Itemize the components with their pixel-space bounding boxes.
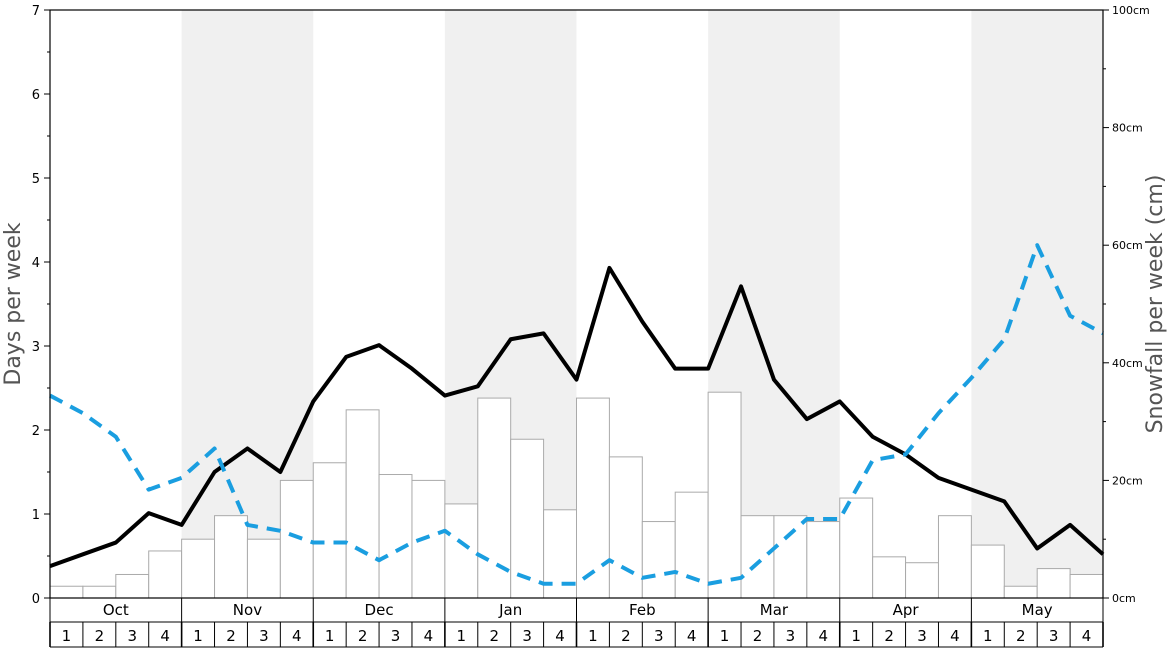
snowfall-bar xyxy=(246,538,281,599)
month-label: Jan xyxy=(498,601,522,619)
week-label: 3 xyxy=(786,627,796,645)
week-label: 1 xyxy=(457,627,467,645)
week-label: 1 xyxy=(588,627,598,645)
month-label: Dec xyxy=(365,601,394,619)
week-label: 4 xyxy=(687,627,697,645)
left-axis-title: Days per week xyxy=(1,222,26,385)
snowfall-bar xyxy=(82,585,117,599)
snowfall-bar xyxy=(312,462,347,599)
snowfall-bar xyxy=(641,521,676,599)
week-label: 4 xyxy=(292,627,302,645)
snowfall-bar xyxy=(214,515,248,599)
week-axis: 1 2 3 4 1 2 3 4 1 2 3 4 1 2 3 4 1 2 3 4 1 2 3 4 1 2 3 4 1 2 3 4 xyxy=(49,622,1104,648)
month-axis: Oct Nov Dec Jan Feb Mar Apr May xyxy=(49,598,1104,623)
snowfall-bar xyxy=(970,544,1005,599)
month-bands xyxy=(181,10,1103,598)
week-label: 2 xyxy=(489,627,499,645)
left-tick-label: 6 xyxy=(32,88,40,103)
week-label: 1 xyxy=(983,627,993,645)
week-label: 3 xyxy=(522,627,532,645)
month-label: Nov xyxy=(233,601,262,619)
snowfall-bar xyxy=(477,397,512,599)
left-tick-label: 3 xyxy=(32,340,40,355)
right-tick-label: 100cm xyxy=(1112,4,1150,17)
snowfall-bar xyxy=(181,538,216,599)
snowfall-bar xyxy=(444,503,479,599)
month-band-may xyxy=(971,10,1103,598)
left-tick-label: 2 xyxy=(32,424,40,439)
snowfall-bar xyxy=(608,456,643,599)
left-axis: 0 1 2 3 4 5 6 7 xyxy=(32,4,50,607)
snowfall-bar xyxy=(378,474,413,599)
month-label: Apr xyxy=(893,601,920,619)
snowfall-bar xyxy=(905,562,939,599)
right-tick-label: 80cm xyxy=(1112,122,1143,135)
week-label: 4 xyxy=(555,627,565,645)
snowfall-bar xyxy=(740,515,775,599)
snowfall-bar xyxy=(115,573,150,599)
month-label: Feb xyxy=(629,601,656,619)
week-label: 4 xyxy=(1082,627,1092,645)
week-label: 1 xyxy=(325,627,335,645)
week-label: 1 xyxy=(193,627,203,645)
week-label: 3 xyxy=(259,627,269,645)
left-tick-label: 4 xyxy=(32,256,40,271)
week-label: 3 xyxy=(127,627,137,645)
week-label: 2 xyxy=(95,627,105,645)
day-lines xyxy=(49,243,1105,586)
snowfall-bar xyxy=(510,438,545,599)
right-tick-label: 20cm xyxy=(1112,474,1143,487)
left-tick-label: 5 xyxy=(32,172,40,187)
left-tick-label: 7 xyxy=(32,4,40,19)
week-label: 1 xyxy=(62,627,72,645)
right-axis: 0cm 20cm 40cm 60cm 80cm 100cm xyxy=(1103,4,1150,605)
week-label: 3 xyxy=(1049,627,1059,645)
snowfall-bar xyxy=(872,556,907,599)
snowfall-bar xyxy=(806,521,841,599)
snowfall-bar xyxy=(707,391,742,599)
week-label: 4 xyxy=(160,627,170,645)
week-label: 4 xyxy=(950,627,960,645)
week-label: 2 xyxy=(884,627,894,645)
left-tick-label: 0 xyxy=(32,592,40,607)
snowfall-bar xyxy=(345,409,380,599)
week-label: 3 xyxy=(917,627,927,645)
snowfall-bar xyxy=(674,491,709,599)
snowfall-bars xyxy=(49,391,1104,599)
left-tick-label: 1 xyxy=(32,508,40,523)
week-label: 2 xyxy=(621,627,631,645)
week-label: 3 xyxy=(654,627,664,645)
month-label: May xyxy=(1022,601,1053,619)
week-label: 4 xyxy=(819,627,829,645)
snowfall-bar xyxy=(1003,585,1038,599)
snowfall-bar xyxy=(937,515,972,599)
right-tick-label: 0cm xyxy=(1112,592,1136,605)
snowfall-bar xyxy=(49,585,84,599)
snowfall-bar xyxy=(148,550,183,599)
week-label: 2 xyxy=(1016,627,1026,645)
snowfall-bar xyxy=(1069,573,1104,599)
month-label: Oct xyxy=(103,601,129,619)
snowfall-bar xyxy=(839,497,874,599)
snowfall-bar xyxy=(1036,568,1071,599)
week-label: 2 xyxy=(358,627,368,645)
solid-line xyxy=(49,265,1105,568)
month-label: Mar xyxy=(760,601,789,619)
right-axis-title: Snowfall per week (cm) xyxy=(1143,175,1168,434)
week-label: 3 xyxy=(391,627,401,645)
week-label: 2 xyxy=(753,627,763,645)
week-label: 1 xyxy=(720,627,730,645)
snowfall-bar xyxy=(576,397,610,599)
week-label: 4 xyxy=(424,627,434,645)
right-tick-label: 60cm xyxy=(1112,239,1143,252)
week-label: 2 xyxy=(226,627,236,645)
right-tick-label: 40cm xyxy=(1112,357,1143,370)
week-label: 1 xyxy=(851,627,861,645)
snowfall-bar xyxy=(279,479,314,599)
snowfall-bar xyxy=(773,515,808,599)
